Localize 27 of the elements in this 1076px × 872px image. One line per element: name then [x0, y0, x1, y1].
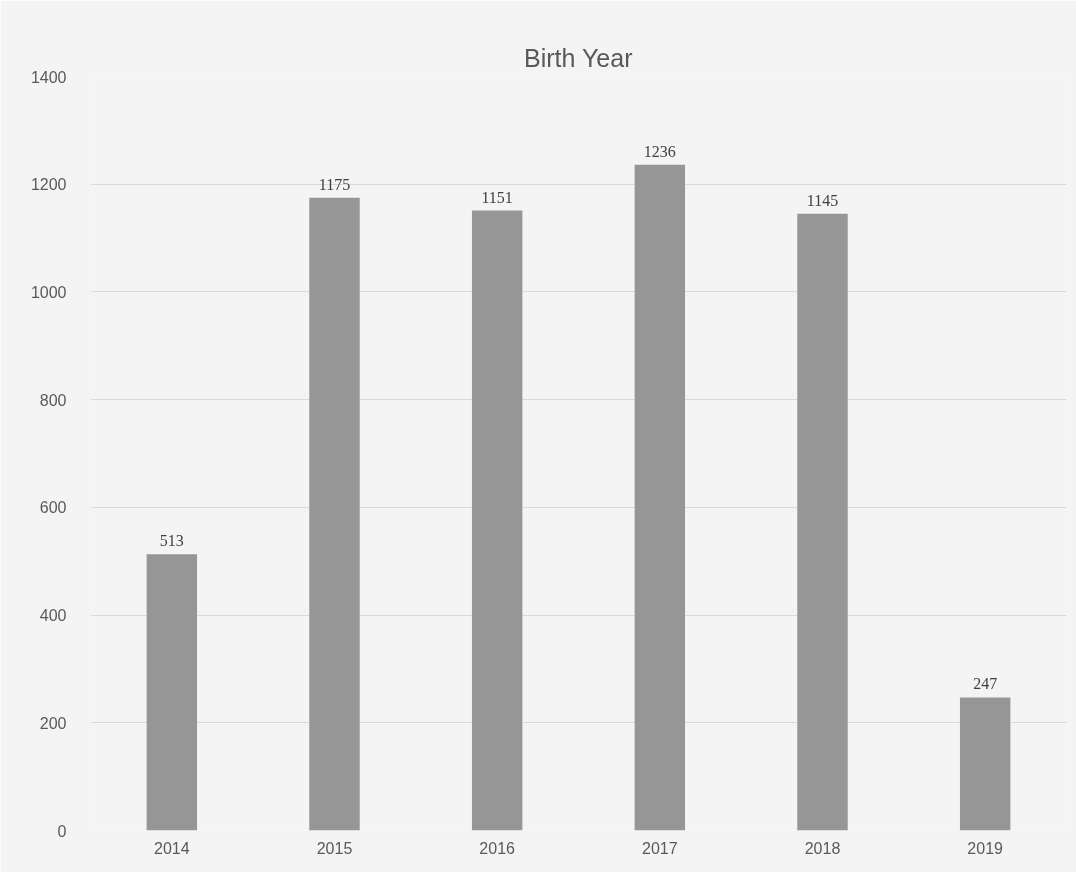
bar: [146, 554, 198, 831]
x-tick-label: 2018: [804, 839, 841, 857]
y-tick-label: 0: [57, 822, 67, 840]
bar: [959, 697, 1011, 831]
data-label: 1236: [643, 142, 676, 160]
data-label: 1151: [481, 188, 513, 206]
data-label: 1145: [806, 191, 839, 209]
x-tick-label: 2019: [967, 839, 1004, 857]
bar: [471, 210, 523, 831]
x-tick-label: 2016: [479, 839, 516, 857]
y-tick-label: 800: [39, 391, 67, 409]
y-tick-label: 400: [39, 607, 67, 625]
y-tick-label: 600: [39, 499, 67, 517]
data-label: 513: [159, 532, 184, 550]
y-tick-label: 1000: [30, 283, 67, 301]
data-label: 247: [973, 675, 998, 693]
y-tick-label: 200: [39, 714, 67, 732]
y-tick-label: 1200: [30, 176, 67, 194]
y-tick-label: 1400: [30, 68, 67, 86]
x-tick-label: 2017: [642, 839, 678, 857]
bar: [309, 197, 360, 831]
x-tick-label: 2014: [154, 839, 190, 857]
chart-title: Birth Year: [524, 43, 633, 72]
bar: [634, 164, 686, 831]
data-label: 1175: [318, 175, 351, 193]
x-tick-label: 2015: [316, 839, 353, 857]
bar: [797, 213, 848, 831]
